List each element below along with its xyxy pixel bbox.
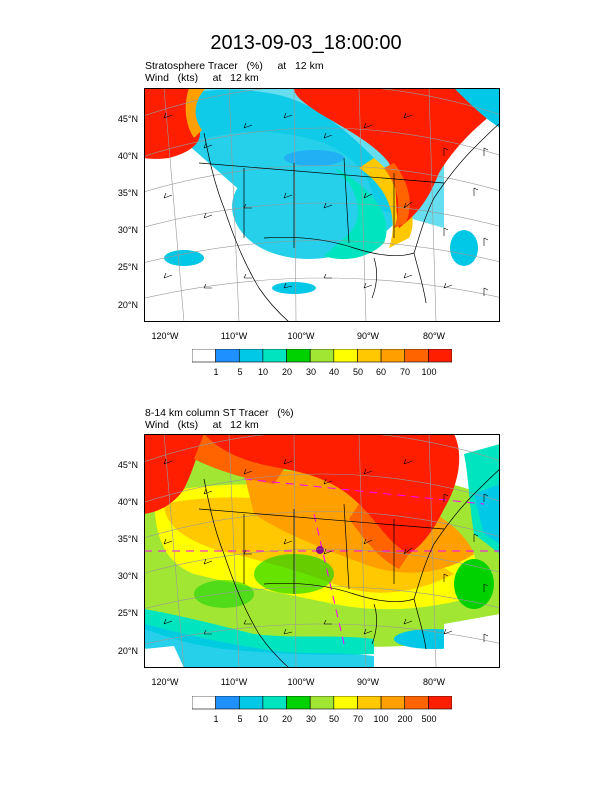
panel1-cb-label: 100 [421, 367, 437, 377]
colorbar-swatch [333, 349, 358, 363]
colorbar-swatch [357, 696, 382, 710]
colorbar-swatch [286, 696, 311, 710]
panel2-lat-30: 30°N [117, 571, 138, 581]
panel1-cb-label: 5 [237, 367, 243, 377]
panel1-lon-100: 100°W [287, 331, 315, 341]
panel1-cb-label: 1 [213, 367, 219, 377]
panel1-colorbar-labels: 1 5 10 20 30 40 50 60 70 100 [192, 367, 452, 379]
panel2-cb-label: 5 [237, 714, 243, 724]
panel1-cb-label: 30 [305, 367, 316, 377]
panel2-colorbar-labels: 1 5 10 20 30 50 70 100 200 500 [192, 714, 452, 726]
colorbar-swatch [428, 349, 452, 363]
panel1-lon-80: 80°W [422, 331, 446, 341]
panel2-cb-label: 200 [397, 714, 413, 724]
panel2-lat-45: 45°N [117, 460, 138, 470]
panel1-field-title: Stratosphere Tracer (%) at 12 km [145, 60, 324, 72]
panel2-cb-label: 70 [352, 714, 363, 724]
colorbar-swatch [309, 349, 335, 363]
colorbar-swatch [238, 349, 264, 363]
panel1-lon-120: 120°W [151, 331, 179, 341]
colorbar-swatch [309, 696, 335, 710]
panel1-cb-label: 20 [281, 367, 292, 377]
panel2-map [144, 434, 500, 668]
panel1-lat-30: 30°N [117, 225, 138, 235]
panel2-cb-label: 500 [421, 714, 437, 724]
panel2-lat-40: 40°N [117, 497, 138, 507]
colorbar-swatch [192, 349, 216, 363]
panel2-colorbar [192, 696, 452, 710]
panel2-lon-90: 90°W [356, 677, 380, 687]
figure-title: 2013-09-03_18:00:00 [210, 32, 402, 54]
colorbar-swatch [262, 696, 287, 710]
panel2-lon-80: 80°W [422, 677, 446, 687]
panel1-lat-45: 45°N [117, 114, 138, 124]
panel2-cb-label: 100 [373, 714, 389, 724]
panel1-cb-label: 10 [257, 367, 268, 377]
panel2-cb-label: 20 [281, 714, 292, 724]
panel2-cb-label: 1 [213, 714, 219, 724]
panel1-cb-label: 70 [399, 367, 410, 377]
panel1-cb-label: 50 [352, 367, 363, 377]
panel2-lon-110: 110°W [220, 677, 248, 687]
panel2-cb-label: 50 [328, 714, 339, 724]
colorbar-swatch [404, 349, 429, 363]
panel2-lat-25: 25°N [117, 608, 138, 618]
panel2-lon-120: 120°W [151, 677, 179, 687]
panel1-lat-35: 35°N [117, 188, 138, 198]
colorbar-swatch [238, 696, 264, 710]
colorbar-swatch [357, 349, 382, 363]
panel2-field-title: 8-14 km column ST Tracer (%) [145, 407, 294, 419]
colorbar-swatch [215, 696, 240, 710]
colorbar-swatch [380, 696, 406, 710]
panel2-lon-100: 100°W [287, 677, 315, 687]
panel2-lat-20: 20°N [117, 646, 138, 656]
panel1-lon-110: 110°W [220, 331, 248, 341]
panel1-cb-label: 40 [328, 367, 339, 377]
colorbar-swatch [286, 349, 311, 363]
colorbar-swatch [428, 696, 452, 710]
colorbar-swatch [192, 696, 216, 710]
panel1-wind-title: Wind (kts) at 12 km [145, 72, 259, 84]
panel1-cb-label: 60 [375, 367, 386, 377]
colorbar-swatch [215, 349, 240, 363]
panel1-lat-40: 40°N [117, 151, 138, 161]
panel1-lon-90: 90°W [356, 331, 380, 341]
panel1-lat-25: 25°N [117, 262, 138, 272]
colorbar-swatch [404, 696, 429, 710]
panel1-map [144, 88, 500, 322]
colorbar-swatch [262, 349, 287, 363]
colorbar-swatch [333, 696, 358, 710]
panel1-lat-20: 20°N [117, 300, 138, 310]
panel2-lat-35: 35°N [117, 534, 138, 544]
panel2-cb-label: 30 [305, 714, 316, 724]
panel2-cb-label: 10 [257, 714, 268, 724]
colorbar-swatch [380, 349, 406, 363]
panel1-colorbar [192, 349, 452, 363]
panel2-wind-title: Wind (kts) at 12 km [145, 419, 259, 431]
